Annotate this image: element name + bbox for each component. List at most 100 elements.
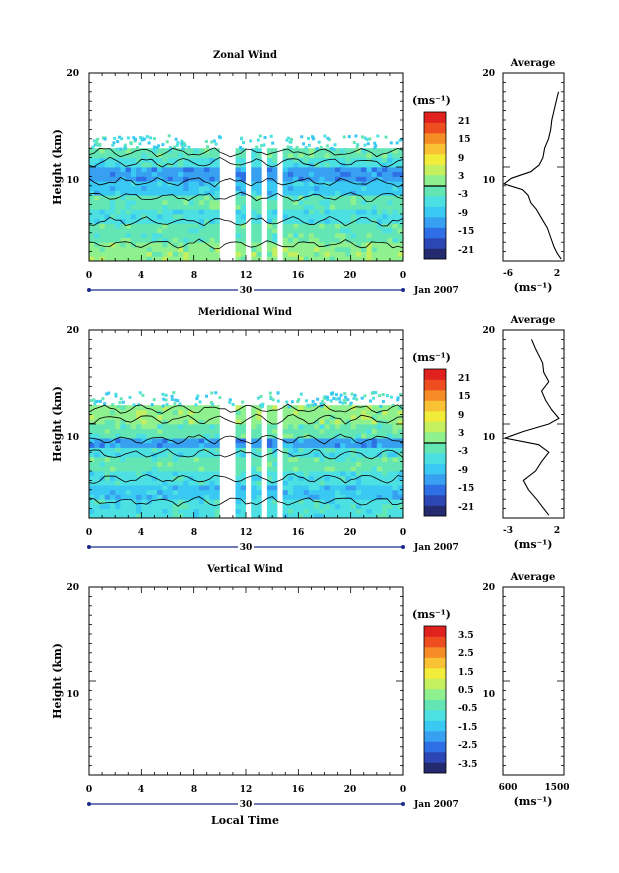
heatmap-cell: [335, 157, 341, 163]
heatmap-cell: [361, 471, 367, 477]
heatmap-cell: [167, 405, 174, 411]
heatmap-cell: [94, 246, 100, 252]
heatmap-cell: [141, 414, 147, 420]
heatmap-cell: [89, 494, 95, 500]
average-frame: [502, 329, 565, 519]
heatmap-cell: [387, 503, 393, 509]
y-tick-label: 10: [66, 690, 79, 700]
heatmap-cell: [345, 218, 351, 224]
heatmap-cell: [287, 424, 294, 430]
heatmap-cell: [397, 251, 404, 257]
heatmap-cell: [146, 218, 153, 224]
contour-line: [88, 448, 404, 460]
heatmap-cell: [287, 438, 294, 444]
heatmap-cell: [277, 494, 283, 500]
heatmap-cell: [162, 214, 168, 220]
heatmap-cell: [94, 499, 100, 505]
heatmap-cell: [214, 428, 221, 434]
heatmap-cell: [397, 218, 404, 224]
heatmap-cell: [219, 195, 226, 201]
heatmap-cell: [198, 409, 205, 415]
heatmap-cell: [157, 209, 163, 215]
heatmap-cell: [183, 433, 189, 439]
heatmap-cell: [387, 246, 393, 252]
panel-zonal-wind: Zonal Wind 20 10 Height (km) 0 4 8 12 16…: [51, 50, 565, 296]
heatmap-cell: [392, 508, 399, 514]
heatmap-cell: [266, 475, 273, 481]
heatmap-cell: [282, 251, 289, 257]
heatmap-cell: [151, 185, 158, 191]
heatmap-cell: [151, 204, 158, 210]
heatmap-cell: [109, 195, 116, 201]
heatmap-cell: [95, 140, 99, 144]
heatmap-cell: [172, 466, 179, 472]
heatmap-cell: [329, 147, 333, 151]
heatmap-cell: [109, 214, 116, 220]
heatmap-cell: [324, 214, 331, 220]
heatmap-cell: [361, 508, 367, 514]
heatmap-cell: [183, 246, 189, 252]
heatmap-cell: [298, 228, 304, 234]
heatmap-cell: [355, 494, 362, 500]
heatmap-cell: [212, 139, 216, 143]
heatmap-cell: [162, 419, 168, 425]
heatmap-cell: [387, 452, 393, 458]
heatmap-cell: [392, 190, 399, 196]
heatmap-cell: [188, 508, 194, 514]
heatmap-cell: [235, 438, 242, 444]
heatmap-cell: [145, 135, 149, 139]
heatmap-cell: [151, 232, 158, 238]
heatmap-cell: [363, 143, 367, 147]
heatmap-cell: [89, 218, 95, 224]
heatmap-cell: [125, 447, 132, 453]
heatmap-cell: [345, 428, 351, 434]
heatmap-cell: [209, 176, 215, 182]
heatmap-cell: [376, 232, 383, 238]
heatmap-cell: [240, 251, 247, 257]
heatmap-cell: [219, 494, 226, 500]
heatmap-cell: [240, 447, 247, 453]
heatmap-cell: [162, 428, 168, 434]
heatmap-cell: [246, 232, 252, 238]
colorbar-tick: -3: [458, 190, 468, 200]
heatmap-cell: [167, 190, 174, 196]
heatmap-cell: [109, 167, 116, 173]
heatmap-cell: [345, 447, 351, 453]
heatmap-cell: [298, 232, 304, 238]
heatmap-cell: [392, 195, 399, 201]
heatmap-cell: [89, 195, 95, 201]
heatmap-cell: [293, 442, 299, 448]
heatmap-cell: [235, 157, 242, 163]
heatmap-cell: [340, 185, 346, 191]
heatmap-cell: [266, 471, 273, 477]
heatmap-cell: [319, 256, 325, 262]
heatmap-cell: [214, 442, 221, 448]
y-axis-label: Height (km): [51, 386, 64, 462]
heatmap-cell: [104, 419, 111, 425]
heatmap-cell: [146, 503, 153, 509]
heatmap-cell: [219, 442, 226, 448]
heatmap-cell: [324, 232, 331, 238]
heatmap-cell: [125, 466, 132, 472]
heatmap-cell: [345, 176, 351, 182]
heatmap-cell: [392, 480, 399, 486]
heatmap-cell: [319, 204, 325, 210]
heatmap-cell: [376, 162, 383, 168]
heatmap-cell: [261, 438, 268, 444]
heatmap-cell: [287, 223, 294, 229]
heatmap-cell: [251, 218, 257, 224]
heatmap-cell: [293, 218, 299, 224]
heatmap-cell: [276, 391, 280, 395]
average-title: Average: [510, 58, 556, 69]
heatmap-cell: [272, 148, 278, 154]
heatmap-cell: [89, 242, 95, 248]
heatmap-cell: [293, 480, 299, 486]
heatmap-cell: [329, 475, 336, 481]
date-month-label: Jan 2007: [413, 800, 459, 810]
heatmap-cell: [360, 135, 364, 139]
heatmap-cell: [151, 508, 158, 514]
heatmap-cell: [350, 392, 354, 396]
heatmap-cell: [157, 167, 163, 173]
heatmap-cell: [130, 447, 137, 453]
heatmap-cell: [209, 152, 215, 158]
